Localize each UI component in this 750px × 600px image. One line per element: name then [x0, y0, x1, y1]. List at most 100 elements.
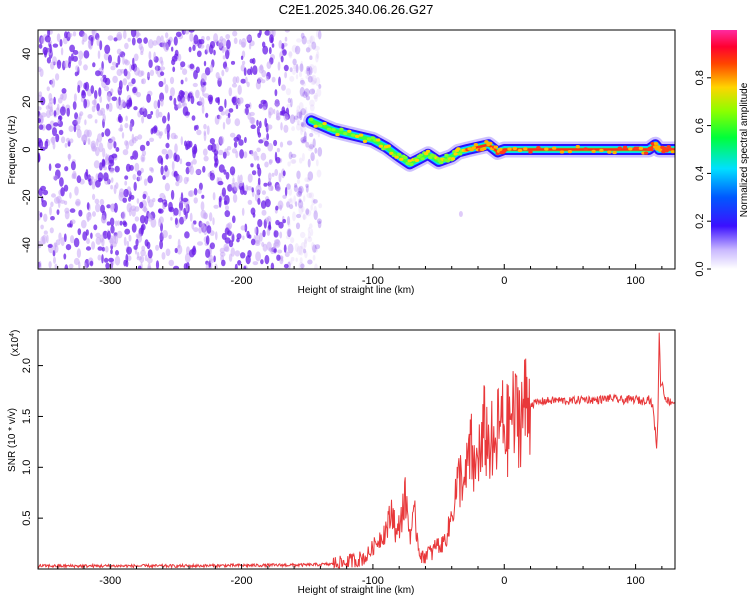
noise-point	[140, 249, 146, 257]
noise-point	[122, 197, 127, 203]
noise-point	[115, 147, 120, 152]
noise-point	[116, 220, 121, 226]
noise-point	[312, 138, 316, 148]
track-blob	[473, 143, 479, 147]
noise-point	[254, 227, 257, 235]
noise-point	[212, 217, 215, 226]
noise-point	[233, 37, 238, 45]
noise-point	[59, 177, 64, 187]
noise-point	[258, 139, 264, 144]
noise-point	[209, 44, 214, 55]
track-blob	[643, 151, 649, 155]
noise-point	[187, 190, 193, 197]
noise-point	[87, 39, 92, 49]
noise-point	[266, 228, 271, 236]
noise-point	[162, 175, 166, 180]
noise-point	[288, 260, 293, 265]
noise-point	[264, 161, 269, 168]
noise-point	[293, 64, 299, 72]
noise-point	[300, 123, 307, 133]
noise-point	[124, 42, 129, 50]
noise-point	[309, 142, 314, 151]
noise-point	[195, 169, 201, 175]
track-blob	[331, 128, 336, 132]
noise-point	[38, 124, 44, 130]
track-blob	[649, 148, 654, 152]
noise-point	[226, 39, 231, 50]
noise-point	[289, 67, 293, 73]
noise-point	[221, 47, 228, 52]
noise-point	[209, 212, 213, 222]
noise-point	[140, 51, 144, 56]
snr-x-tick-label: -300	[99, 575, 121, 587]
noise-point	[286, 103, 293, 108]
noise-point	[209, 258, 214, 264]
noise-point	[53, 242, 57, 252]
noise-point	[42, 46, 48, 56]
noise-point	[313, 78, 318, 84]
noise-point	[289, 75, 295, 82]
noise-point	[278, 172, 282, 183]
noise-point	[60, 187, 65, 197]
noise-point	[173, 265, 180, 269]
noise-point	[107, 35, 114, 41]
noise-point	[38, 118, 41, 124]
noise-point	[139, 201, 144, 209]
noise-point	[178, 208, 182, 217]
noise-point	[115, 250, 119, 256]
noise-point	[91, 241, 96, 250]
noise-point	[268, 47, 272, 55]
track-blob	[394, 155, 399, 159]
noise-point	[56, 209, 60, 216]
track-blob	[668, 147, 673, 151]
noise-point	[289, 204, 294, 210]
spectrogram-x-tick-label: 0	[501, 275, 507, 287]
noise-point	[302, 91, 308, 98]
noise-point	[458, 211, 463, 218]
noise-point	[103, 85, 110, 92]
noise-point	[195, 89, 200, 99]
noise-point	[221, 69, 225, 77]
noise-point	[273, 108, 276, 115]
noise-point	[103, 257, 109, 263]
noise-point	[236, 233, 242, 240]
noise-point	[290, 153, 297, 158]
noise-point	[173, 170, 178, 177]
noise-point	[218, 198, 222, 208]
noise-point	[118, 127, 124, 132]
noise-point	[316, 169, 322, 178]
noise-point	[300, 137, 307, 143]
noise-point	[189, 32, 194, 42]
noise-point	[207, 172, 211, 177]
noise-point	[155, 244, 160, 251]
noise-point	[237, 84, 242, 95]
noise-point	[304, 88, 310, 97]
noise-point	[270, 185, 274, 191]
noise-point	[309, 223, 313, 229]
noise-point	[126, 84, 129, 92]
noise-point	[301, 35, 307, 45]
noise-point	[251, 170, 257, 176]
track-blob	[628, 147, 633, 151]
noise-point	[57, 118, 61, 125]
noise-point	[63, 60, 70, 68]
noise-point	[119, 220, 123, 226]
noise-point	[158, 80, 164, 88]
track-blob	[567, 150, 573, 154]
noise-point	[284, 71, 287, 79]
noise-point	[160, 165, 164, 176]
track-blob	[517, 148, 523, 153]
noise-point	[248, 102, 252, 110]
noise-point	[162, 204, 165, 210]
noise-point	[177, 53, 182, 62]
noise-point	[247, 173, 253, 183]
noise-point	[298, 245, 304, 256]
noise-point	[43, 213, 48, 222]
noise-point	[57, 103, 60, 111]
noise-point	[52, 127, 57, 137]
noise-point	[240, 64, 245, 72]
noise-point	[287, 161, 291, 167]
noise-point	[233, 136, 240, 142]
noise-point	[293, 185, 298, 192]
noise-point	[40, 185, 46, 191]
